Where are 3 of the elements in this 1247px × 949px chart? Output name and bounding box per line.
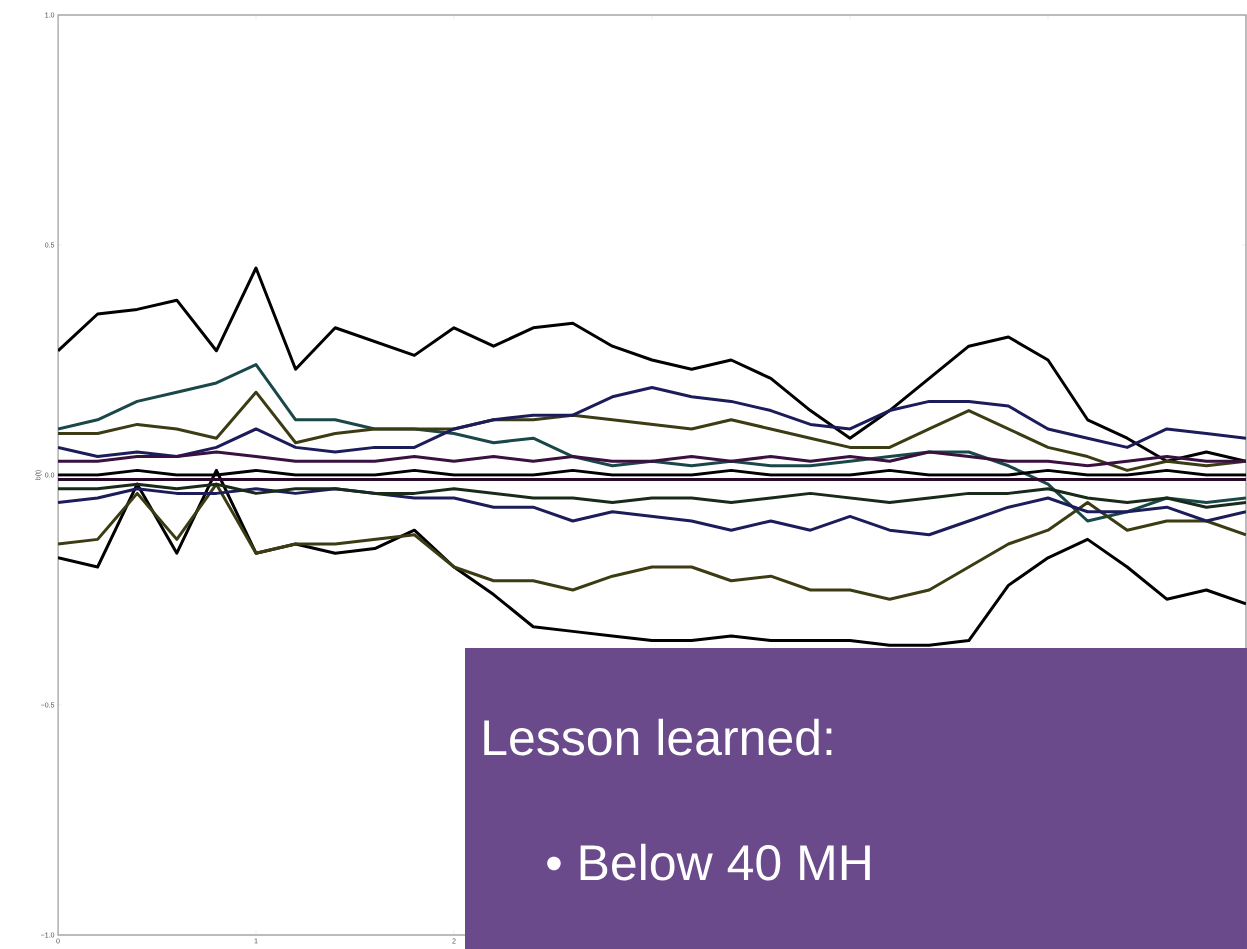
- annotation: • Below 40 MH: [547, 843, 870, 881]
- line-series: [58, 386, 1246, 459]
- annotation: Lesson learned:: [484, 718, 832, 756]
